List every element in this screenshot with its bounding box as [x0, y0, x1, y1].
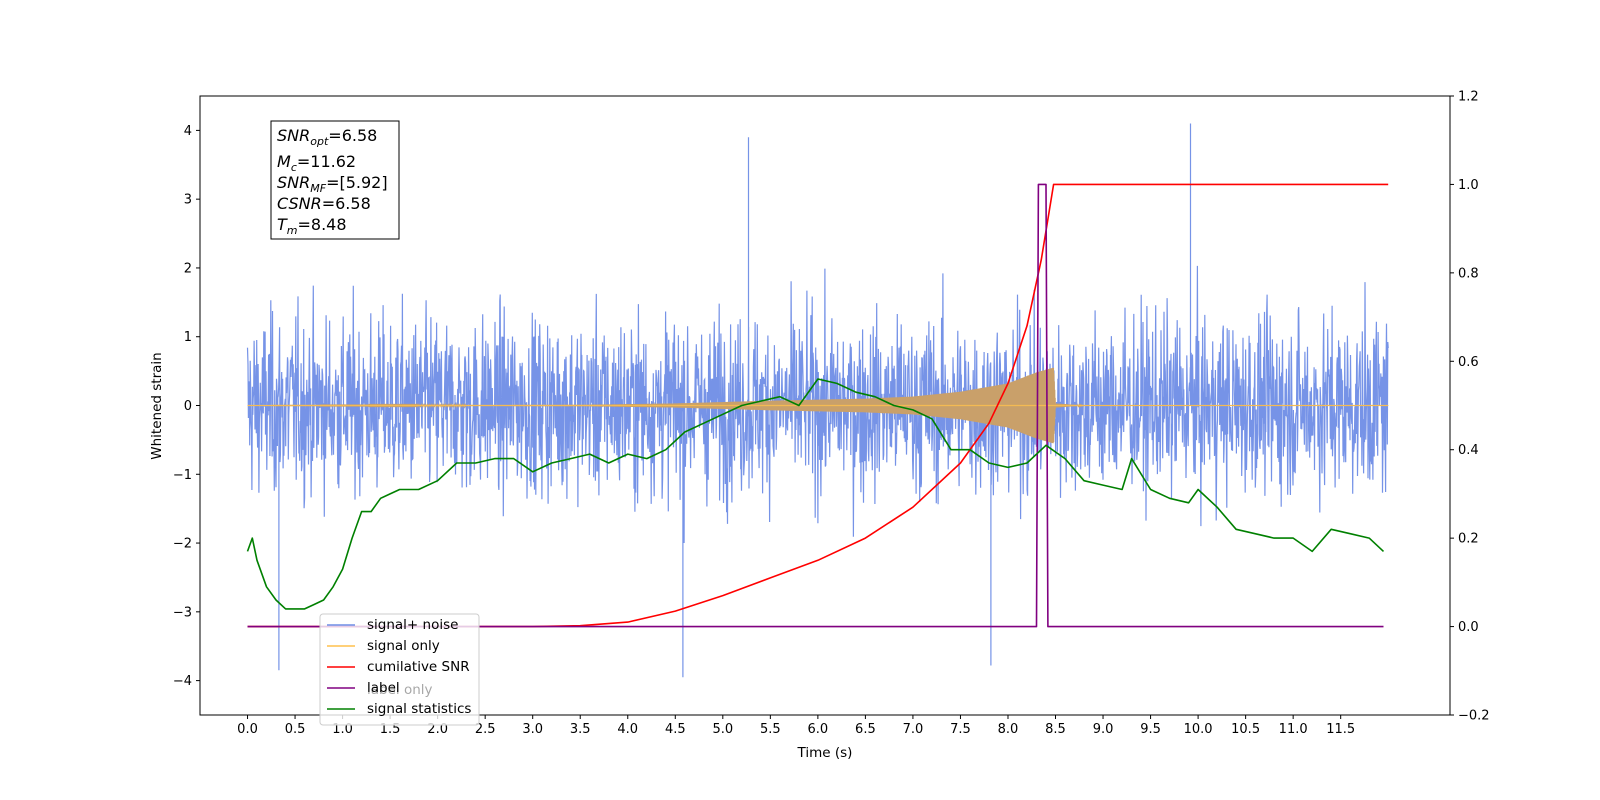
x-tick-label: 4.5	[665, 722, 686, 737]
x-tick-label: 8.5	[1045, 722, 1066, 737]
y-left-axis-label: Whitened strain	[149, 352, 165, 459]
info-snr-mf: SNRMF=[5.92]	[277, 173, 388, 195]
x-tick-label: 11.0	[1279, 722, 1308, 737]
x-tick-label: 1.0	[332, 722, 353, 737]
y-right-tick-label: −0.2	[1458, 709, 1490, 724]
info-tm: Tm=8.48	[277, 215, 347, 237]
series-label	[247, 183, 1384, 628]
legend-label: cumilative SNR	[367, 659, 470, 675]
x-tick-label: 11.5	[1326, 722, 1355, 737]
x-tick-label: 0.5	[285, 722, 306, 737]
legend-frame	[319, 613, 480, 726]
y-right-axis-ticks: −0.2 0.0 0.2 0.4 0.6 0.8 1.0 1.2	[1450, 90, 1490, 724]
y-left-tick-label: 0	[184, 399, 192, 414]
legend-label: signal+ noise	[367, 617, 458, 633]
info-snr-opt: SNRopt=6.58	[277, 126, 377, 148]
x-tick-label: 2.0	[427, 722, 448, 737]
y-left-tick-label: 4	[184, 124, 192, 139]
info-box-frame	[270, 120, 400, 240]
y-left-tick-label: −4	[173, 674, 192, 689]
x-tick-label: 6.5	[855, 722, 876, 737]
x-tick-label: 5.0	[712, 722, 733, 737]
legend-label: label	[367, 680, 400, 696]
x-tick-label: 0.0	[237, 722, 258, 737]
y-right-tick-label: 0.2	[1458, 532, 1479, 547]
x-tick-label: 4.0	[617, 722, 638, 737]
legend: label only signal+ noise signal only cumil…	[319, 613, 480, 726]
y-right-tick-label: 0.8	[1458, 266, 1479, 281]
y-right-tick-label: 1.2	[1458, 90, 1479, 105]
y-right-tick-label: 0.4	[1458, 443, 1479, 458]
legend-label: signal only	[367, 638, 440, 654]
info-csnr: CSNR=6.58	[277, 194, 371, 213]
x-tick-label: 3.0	[522, 722, 543, 737]
series-signal-noise	[246, 123, 1389, 678]
x-tick-label: 2.5	[475, 722, 496, 737]
x-tick-label: 8.0	[998, 722, 1019, 737]
y-left-tick-label: 2	[184, 261, 192, 276]
x-tick-label: 6.0	[808, 722, 829, 737]
x-axis-label: Time (s)	[797, 745, 853, 761]
x-axis-ticks: 0.0 0.5 1.0 1.5 2.0 2.5 3.0 3.5 4.0 4.5 5.0 5.5 6.0 6…	[237, 715, 1355, 737]
x-tick-label: 3.5	[570, 722, 591, 737]
x-tick-label: 9.5	[1140, 722, 1161, 737]
y-left-tick-label: 1	[184, 330, 192, 345]
info-box: SNRopt=6.58 Mc=11.62 SNRMF=[5.92] CSNR=6…	[270, 120, 400, 240]
y-right-tick-label: 0.0	[1458, 620, 1479, 635]
legend-hidden-entry: label only	[367, 682, 433, 698]
legend-label: signal statistics	[367, 701, 471, 717]
x-tick-label: 10.5	[1231, 722, 1260, 737]
y-left-tick-label: −3	[173, 605, 192, 620]
y-left-axis-ticks: −4 −3 −2 −1 0 1 2 3 4	[173, 124, 200, 689]
y-left-tick-label: −2	[173, 537, 192, 552]
x-tick-label: 10.0	[1184, 722, 1213, 737]
y-left-tick-label: −1	[173, 468, 192, 483]
x-tick-label: 1.5	[380, 722, 401, 737]
y-right-tick-label: 0.6	[1458, 355, 1479, 370]
x-tick-label: 5.5	[760, 722, 781, 737]
x-tick-label: 7.0	[903, 722, 924, 737]
info-mc: Mc=11.62	[277, 152, 356, 174]
x-tick-label: 7.5	[950, 722, 971, 737]
series-cumulative-snr	[247, 183, 1389, 628]
y-left-tick-label: 3	[184, 193, 192, 208]
series-signal-statistics	[246, 378, 1385, 610]
y-right-tick-label: 1.0	[1458, 178, 1479, 193]
series-layer	[246, 123, 1389, 678]
x-tick-label: 9.0	[1093, 722, 1114, 737]
